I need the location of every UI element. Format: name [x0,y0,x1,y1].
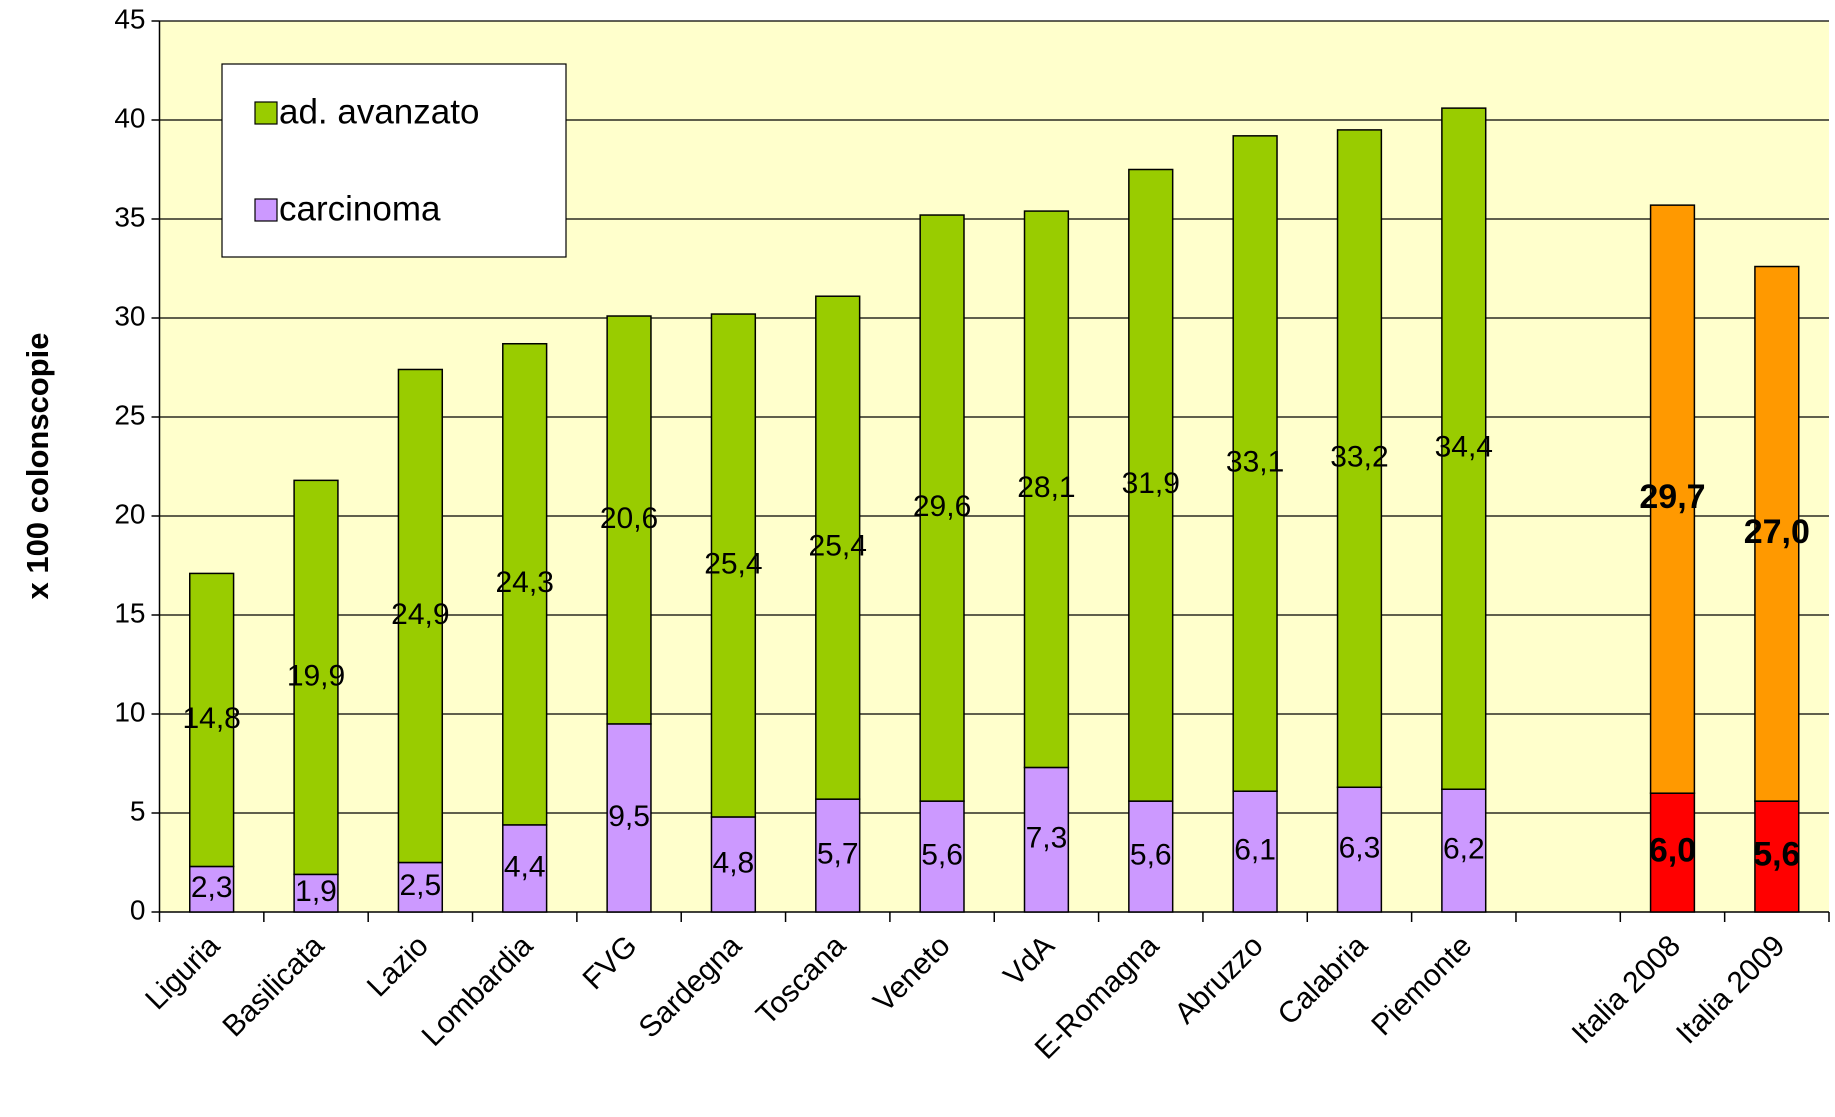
data-label: 6,1 [1234,834,1276,867]
data-label: 2,5 [400,869,442,902]
data-label: 6,3 [1339,832,1381,865]
data-label: 7,3 [1026,822,1068,855]
y-tick-label: 40 [114,102,145,133]
bar-segment [189,572,235,868]
data-label: 14,8 [182,702,240,735]
bar-segment [1023,210,1070,769]
bar-segment [815,295,861,800]
bar-segment [397,368,444,864]
data-label: 5,6 [1130,838,1172,871]
x-tick-label: Piemonte [1365,929,1478,1042]
legend-box [221,63,567,258]
bar-segment [397,861,444,913]
bar-segment [1441,788,1487,913]
x-tick-label: Toscana [750,929,853,1032]
x-tick-label: Italia 2009 [1670,929,1791,1050]
bar-segment [815,798,861,913]
bar-segment [1649,204,1696,794]
bar-segment [1441,107,1487,790]
data-label: 25,4 [809,530,867,563]
y-tick-label: 35 [114,201,145,232]
data-label: 6,2 [1443,833,1485,866]
x-tick-label: Lazio [361,929,435,1003]
bar-segment [1128,168,1174,802]
data-label: 29,6 [913,490,971,523]
data-label: 33,2 [1330,441,1388,474]
bar-segment [710,816,757,913]
x-tick-label: FVG [577,929,644,996]
bar-segment [919,214,965,802]
data-label: 5,6 [1753,836,1800,874]
y-tick-label: 0 [130,894,146,925]
legend-swatch [254,198,278,222]
y-tick-label: 5 [130,795,146,826]
bar-segment [1649,792,1696,913]
bar-segment [606,723,652,913]
data-label: 20,6 [600,502,658,535]
data-label: 31,9 [1122,467,1180,500]
x-tick-label: Italia 2008 [1566,929,1687,1050]
y-tick-label: 45 [114,3,145,34]
x-tick-label: VdA [998,929,1061,992]
bar-segment [293,479,339,876]
y-tick-label: 30 [114,300,145,331]
y-axis-label: x 100 colonscopie [20,332,55,599]
x-tick-label: Liguria [139,929,226,1016]
y-tick-label: 20 [114,498,145,529]
bar-segment [1336,129,1383,789]
bar-segment [1754,265,1800,802]
bar-segment [710,313,757,818]
bar-segment [1023,766,1070,913]
data-label: 5,6 [921,838,963,871]
bar-segment [1232,135,1278,792]
x-tick-label: Sardegna [633,929,749,1045]
legend-label: carcinoma [279,189,441,228]
data-label: 1,9 [295,875,337,908]
y-tick-label: 10 [114,696,145,727]
data-label: 24,3 [496,566,554,599]
data-label: 5,7 [817,837,859,870]
data-label: 29,7 [1639,478,1705,516]
bar-segment [502,824,548,913]
data-label: 2,3 [191,871,233,904]
legend-swatch [254,101,278,125]
x-tick-label: Calabria [1272,929,1375,1032]
bar-segment [606,315,652,725]
y-tick-label: 25 [114,399,145,430]
bar-segment [1336,786,1383,913]
bar-segment [1232,790,1278,913]
x-tick-label: Lombardia [416,929,540,1053]
data-label: 9,5 [608,800,650,833]
data-label: 28,1 [1017,471,1075,504]
data-label: 33,1 [1226,445,1284,478]
bar-segment [919,800,965,913]
data-label: 6,0 [1649,832,1696,870]
data-label: 27,0 [1744,513,1810,551]
x-tick-label: Abruzzo [1169,929,1270,1030]
data-label: 25,4 [704,547,762,580]
legend-label: ad. avanzato [279,92,479,131]
bar-segment [502,342,548,826]
y-tick-label: 15 [114,597,145,628]
bar-segment [1128,800,1174,913]
data-label: 24,9 [391,598,449,631]
data-label: 19,9 [287,659,345,692]
data-label: 4,8 [713,846,755,879]
x-tick-label: Veneto [867,929,956,1018]
data-label: 34,4 [1435,431,1493,464]
x-tick-label: Basilicata [216,929,330,1043]
data-label: 4,4 [504,850,546,883]
